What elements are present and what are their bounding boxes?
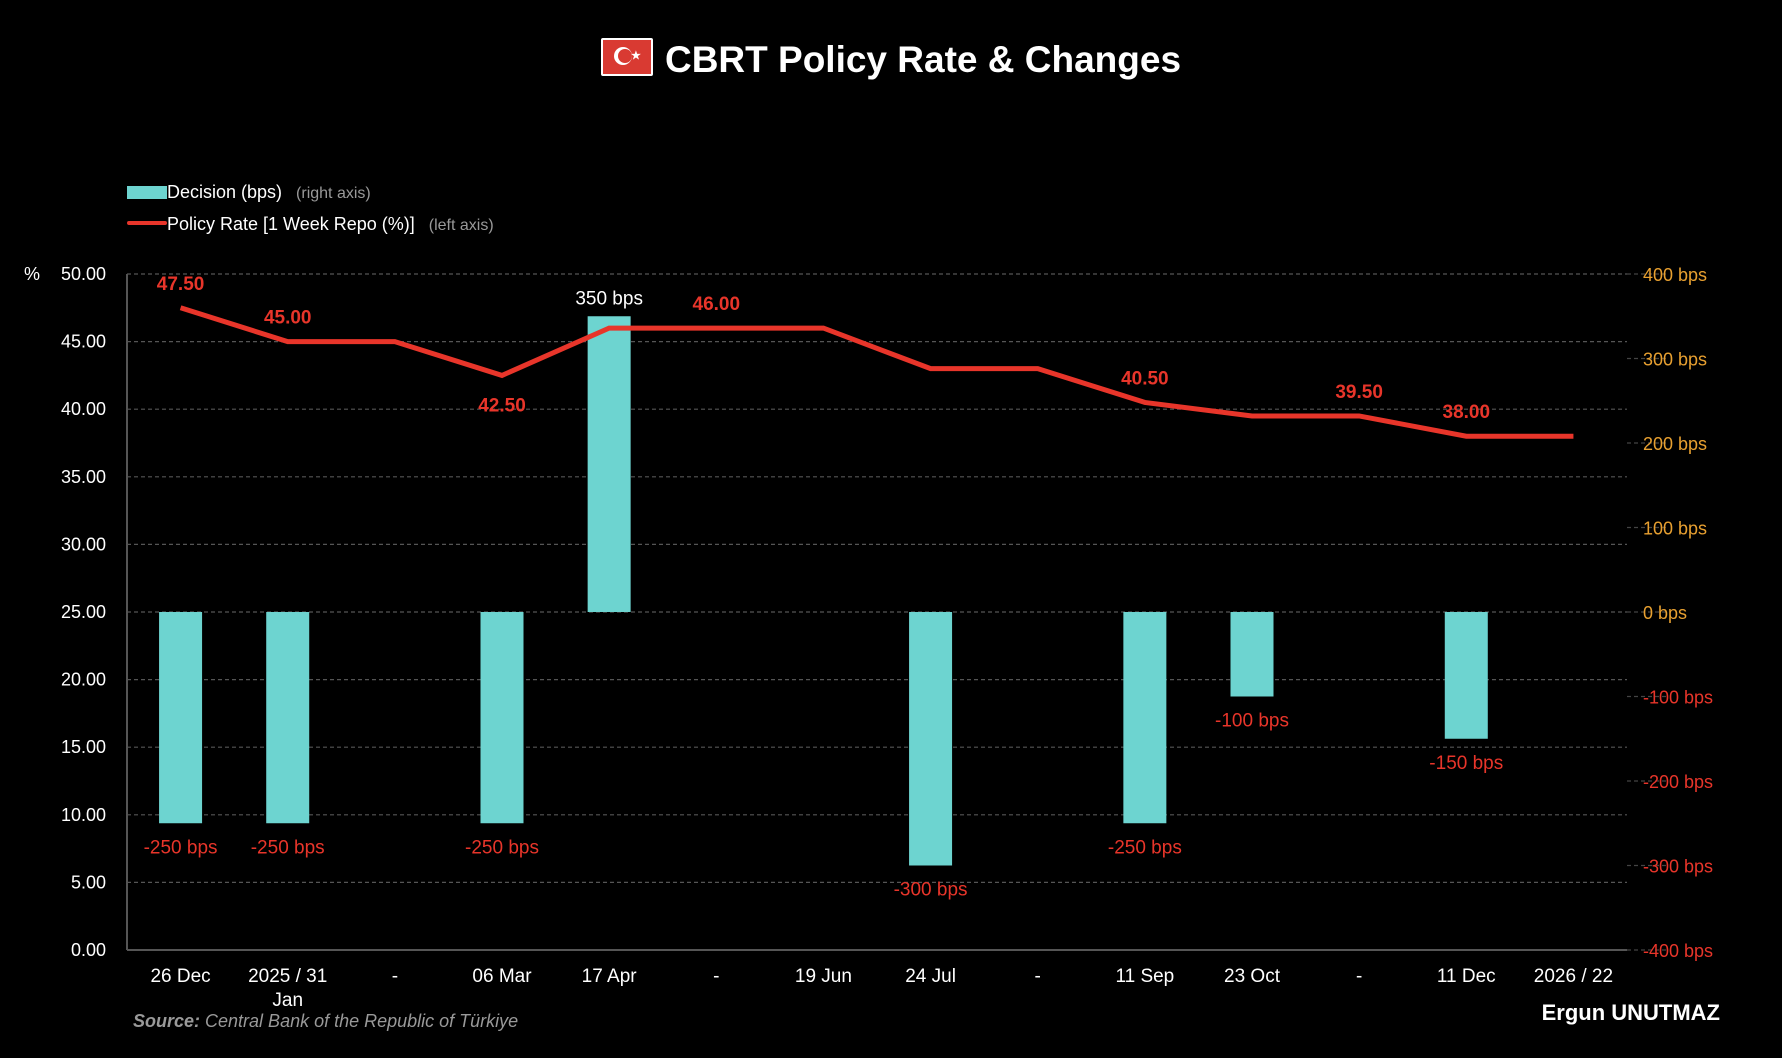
x-tick-label: 17 Apr: [582, 966, 638, 987]
x-tick-label: Jan: [272, 990, 303, 1011]
legend-label: Decision (bps): [167, 182, 283, 202]
decision-bar: [480, 612, 524, 824]
right-tick-label: 300 bps: [1643, 350, 1707, 370]
decision-label: -300 bps: [894, 880, 968, 901]
source-text: Central Bank of the Republic of Türkiye: [200, 1011, 519, 1031]
bar-swatch-icon: [127, 186, 167, 199]
left-tick-label: 5.00: [71, 872, 106, 892]
decision-label: -250 bps: [465, 837, 539, 858]
x-tick-label: 19 Jun: [795, 966, 852, 987]
x-tick-label: -: [1035, 966, 1041, 987]
left-tick-label: 45.00: [61, 332, 106, 352]
decision-bar: [587, 316, 631, 612]
left-tick-label: 35.00: [61, 467, 106, 487]
x-tick-label: 23 Oct: [1224, 966, 1281, 987]
line-swatch-icon: [127, 221, 167, 225]
left-tick-label: 40.00: [61, 399, 106, 419]
decision-bar: [266, 612, 310, 824]
decision-label: -100 bps: [1215, 711, 1289, 732]
right-tick-label: -200 bps: [1643, 772, 1713, 792]
chart-title: ★ CBRT Policy Rate & Changes: [0, 38, 1782, 81]
decision-label: -250 bps: [144, 837, 218, 858]
left-tick-label: 15.00: [61, 737, 106, 757]
right-tick-label: 100 bps: [1643, 519, 1707, 539]
policy-rate-label: 47.50: [157, 274, 205, 295]
x-tick-label: 2025 / 31: [248, 966, 327, 987]
turkey-flag-icon: ★: [600, 38, 653, 76]
decision-label: 350 bps: [575, 288, 643, 309]
left-tick-label: 0.00: [71, 940, 106, 960]
decision-bar: [909, 612, 953, 866]
x-tick-label: -: [1356, 966, 1362, 987]
policy-rate-label: 46.00: [693, 294, 741, 315]
decision-bar: [159, 612, 203, 824]
x-tick-label: 24 Jul: [905, 966, 956, 987]
left-axis-label: %: [24, 264, 40, 284]
policy-rate-line: [179, 305, 1574, 439]
left-tick-label: 50.00: [61, 264, 106, 284]
decision-bar: [1123, 612, 1167, 824]
policy-rate-label: 45.00: [264, 308, 312, 329]
right-tick-label: -300 bps: [1643, 857, 1713, 877]
right-tick-label: -100 bps: [1643, 688, 1713, 708]
policy-rate-label: 39.50: [1335, 382, 1383, 403]
legend-item-policy-rate: Policy Rate [1 Week Repo (%)] (left axis): [127, 214, 494, 235]
policy-rate-label: 42.50: [478, 395, 526, 416]
legend-note: (right axis): [296, 185, 371, 202]
x-tick-label: 11 Sep: [1115, 966, 1174, 987]
decision-bar: [1444, 612, 1488, 739]
x-tick-label: 2026 / 22: [1534, 966, 1613, 987]
left-tick-label: 10.00: [61, 805, 106, 825]
source-note: Source: Central Bank of the Republic of …: [133, 1011, 518, 1032]
right-tick-label: 200 bps: [1643, 434, 1707, 454]
decision-label: -250 bps: [251, 837, 325, 858]
left-tick-label: 25.00: [61, 602, 106, 622]
right-tick-label: 0 bps: [1643, 603, 1687, 623]
decision-label: -150 bps: [1429, 753, 1503, 774]
decision-bar: [1230, 612, 1274, 697]
chart-title-text: CBRT Policy Rate & Changes: [664, 39, 1182, 80]
policy-rate-label: 40.50: [1121, 368, 1169, 389]
legend-label: Policy Rate [1 Week Repo (%)]: [167, 214, 415, 234]
policy-rate-label: 38.00: [1443, 402, 1491, 423]
x-tick-label: -: [713, 966, 719, 987]
right-tick-label: 400 bps: [1643, 265, 1707, 285]
author-credit: Ergun UNUTMAZ: [1541, 1000, 1720, 1025]
decision-label: -250 bps: [1108, 837, 1182, 858]
x-tick-label: -: [392, 966, 398, 987]
x-tick-label: 26 Dec: [150, 966, 210, 987]
left-tick-label: 30.00: [61, 534, 106, 554]
source-label: Source:: [133, 1011, 201, 1031]
legend-item-decision: Decision (bps) (right axis): [127, 182, 371, 203]
x-tick-label: 06 Mar: [472, 966, 532, 987]
left-tick-label: 20.00: [61, 670, 106, 690]
legend-note: (left axis): [428, 217, 494, 234]
right-tick-label: -400 bps: [1643, 941, 1713, 961]
x-tick-label: 11 Dec: [1437, 966, 1496, 987]
